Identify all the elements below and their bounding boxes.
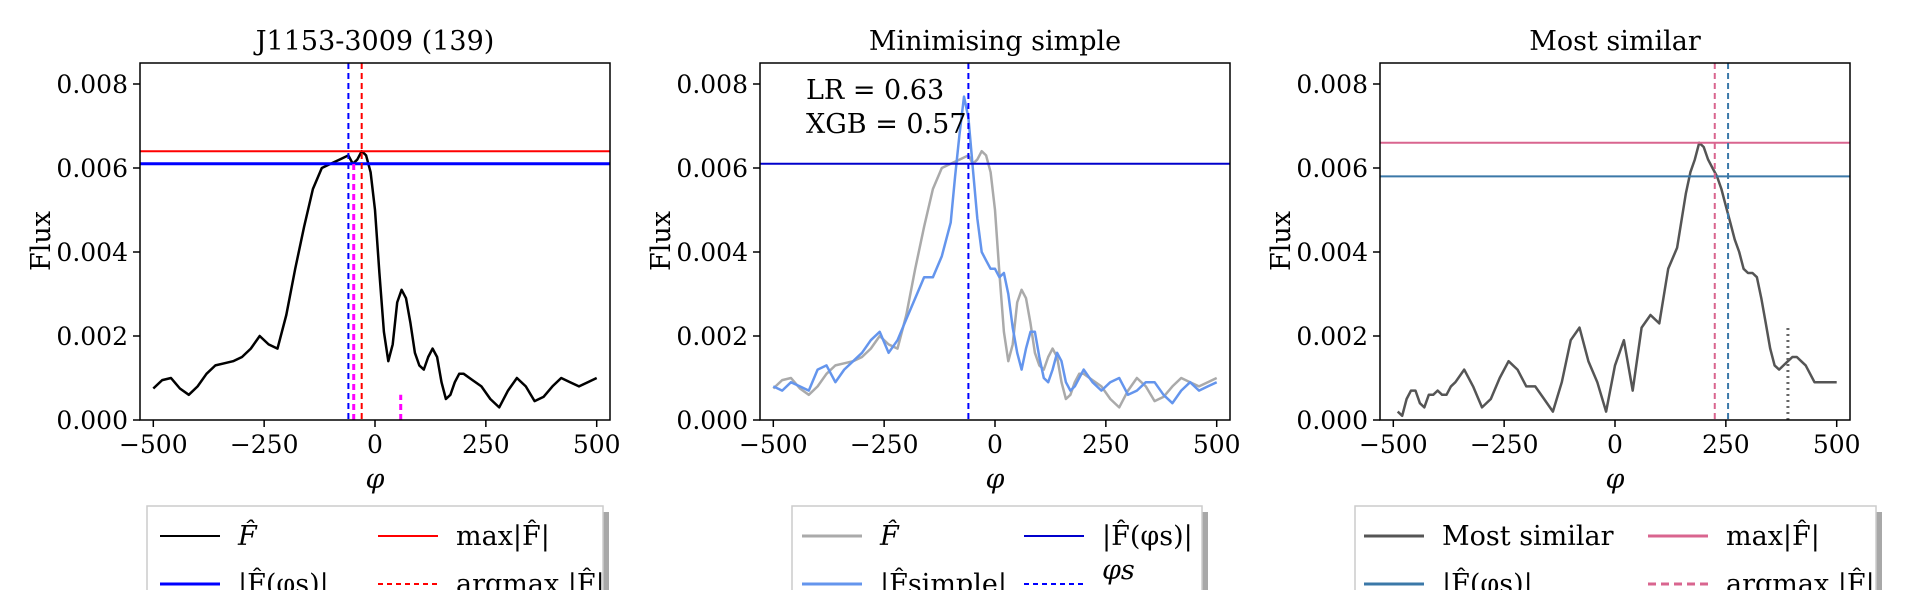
y-axis-label: Flux: [646, 211, 677, 271]
tick-layer: −500 −250 0 250 500 0.000 0.002 0.004 0.006 0.008: [676, 70, 1240, 459]
series-line-0: [772, 149, 1218, 409]
legend-label: Most similar: [1442, 521, 1614, 552]
series-layer: [140, 63, 610, 420]
x-tick-label: −250: [850, 430, 919, 459]
legend-label: F̂: [879, 519, 900, 552]
y-tick-label: 0.004: [676, 238, 748, 267]
y-tick-label: 0.002: [676, 322, 748, 351]
panel-3: Most similar −500 −250 0 250 500 0.000 0.002 0.…: [1266, 26, 1882, 590]
x-axis-label: φ: [366, 464, 385, 495]
x-tick-label: −250: [230, 430, 299, 459]
y-tick-label: 0.002: [1296, 322, 1368, 351]
annotation-xgb: XGB = 0.57: [806, 109, 967, 140]
annotation-lr: LR = 0.63: [806, 75, 944, 106]
y-tick-label: 0.008: [676, 70, 748, 99]
panel-1: J1153-3009 (139) −500 −250 0 250 500 0.000 0.0…: [26, 26, 621, 590]
series-line-0: [1396, 141, 1837, 418]
x-tick-label: 500: [1193, 430, 1241, 459]
legend-label: max|F̂|: [1726, 519, 1820, 552]
y-tick-label: 0.008: [1296, 70, 1368, 99]
legend-label: |F̂(φs)|: [1102, 519, 1193, 552]
y-tick-label: 0.008: [56, 70, 128, 99]
x-tick-label: −250: [1470, 430, 1539, 459]
y-tick-label: 0.004: [1296, 238, 1368, 267]
x-tick-label: 250: [462, 430, 510, 459]
tick-layer: −500 −250 0 250 500 0.000 0.002 0.004 0.006 0.008: [56, 70, 620, 459]
tick-layer: −500 −250 0 250 500 0.000 0.002 0.004 0.006 0.008: [1296, 70, 1860, 459]
plot-frame: [139, 62, 611, 421]
legend: F̂ |F̂(φs)| |F̂simple| φs: [791, 505, 1208, 590]
y-tick-label: 0.000: [1296, 406, 1368, 435]
x-tick-label: 250: [1082, 430, 1130, 459]
y-tick-label: 0.006: [676, 154, 748, 183]
y-axis-label: Flux: [26, 211, 57, 271]
x-tick-label: −500: [1359, 430, 1428, 459]
y-tick-label: 0.000: [56, 406, 128, 435]
y-axis-label: Flux: [1266, 211, 1297, 271]
x-tick-label: −500: [119, 430, 188, 459]
legend: Most similar max|F̂| |F̂(φs)| argmax |F̂…: [1354, 505, 1882, 590]
y-tick-label: 0.000: [676, 406, 748, 435]
panel-2: Minimising simple −500 −250 0 250 500 0.000 0.…: [646, 26, 1241, 590]
legend-label: max|F̂|: [456, 519, 550, 552]
x-axis-label: φ: [1606, 464, 1625, 495]
series-line-0: [152, 149, 598, 409]
series-line-1: [772, 95, 1218, 405]
x-tick-label: 0: [367, 430, 383, 459]
y-tick-label: 0.002: [56, 322, 128, 351]
legend-label: |F̂(φs)|: [1442, 567, 1533, 590]
y-tick-label: 0.004: [56, 238, 128, 267]
x-axis-label: φ: [986, 464, 1005, 495]
x-tick-label: −500: [739, 430, 808, 459]
legend: F̂ max|F̂| |F̂(φs)| argmax |F̂|: [146, 505, 609, 590]
x-tick-label: 500: [573, 430, 621, 459]
panel-title: Minimising simple: [869, 26, 1121, 57]
x-tick-label: 0: [1607, 430, 1623, 459]
legend-label: F̂: [237, 519, 258, 552]
y-tick-label: 0.006: [1296, 154, 1368, 183]
x-tick-label: 250: [1702, 430, 1750, 459]
x-tick-label: 500: [1813, 430, 1861, 459]
panel-title: Most similar: [1529, 26, 1701, 57]
legend-label: φs: [1102, 555, 1135, 586]
x-tick-label: 0: [987, 430, 1003, 459]
legend-label: |F̂(φs)|: [238, 567, 329, 590]
y-tick-label: 0.006: [56, 154, 128, 183]
series-layer: [760, 63, 1230, 420]
legend-label: argmax |F̂|: [1726, 567, 1875, 590]
legend-label: argmax |F̂|: [456, 567, 605, 590]
series-layer: [1380, 63, 1850, 420]
panel-title: J1153-3009 (139): [253, 26, 495, 57]
legend-label: |F̂simple|: [880, 567, 1007, 590]
